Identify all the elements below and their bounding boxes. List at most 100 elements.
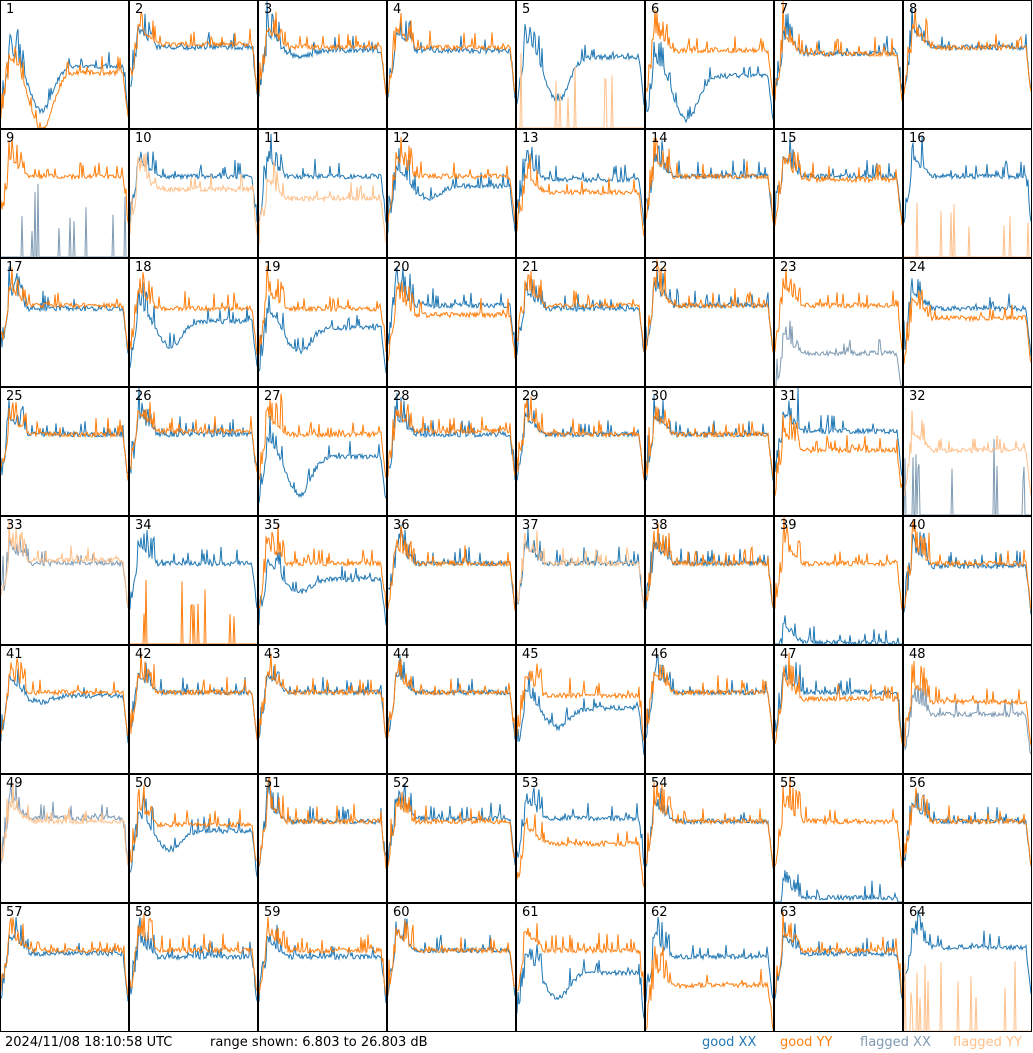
panel-38-label: 38	[651, 518, 668, 533]
panel-3: 3	[258, 0, 387, 129]
panel-30-label: 30	[651, 389, 668, 404]
panel-18-xx-line	[130, 282, 257, 368]
panel-17-plot	[1, 266, 128, 354]
panel-17-label: 17	[6, 260, 23, 275]
panel-46-xx-line	[646, 654, 773, 740]
panel-24-yy-line	[904, 289, 1031, 365]
panel-12: 12	[387, 129, 516, 258]
panel-7-plot	[775, 1, 902, 101]
panel-40-plot	[904, 519, 1031, 615]
panel-54-xx-line	[646, 788, 773, 869]
panel-54-plot	[646, 782, 773, 869]
panel-25-xx-line	[1, 399, 128, 476]
panel-61-plot	[517, 923, 644, 1019]
panel-13-plot	[517, 146, 644, 237]
panel-58: 58	[129, 903, 258, 1032]
panel-29-plot	[517, 396, 644, 481]
panel-34-yy-line	[130, 579, 257, 644]
panel-21-yy-line	[517, 270, 644, 352]
panel-36-plot	[388, 524, 515, 611]
panel-48-xx-line	[904, 682, 1031, 755]
panel-21-plot	[517, 270, 644, 355]
panel-26-plot	[130, 388, 257, 474]
panel-50: 50	[129, 774, 258, 903]
panel-26-yy-line	[130, 401, 257, 473]
panel-39-plot	[775, 517, 902, 644]
panel-59-plot	[259, 916, 386, 1004]
panel-18: 18	[129, 258, 258, 387]
panel-35-plot	[259, 523, 386, 626]
panel-51-yy-line	[259, 776, 386, 869]
panel-32-label: 32	[909, 389, 926, 404]
panel-7: 7	[774, 0, 903, 129]
panel-37-yy-line	[517, 530, 644, 609]
panel-27-label: 27	[264, 389, 281, 404]
panel-36-label: 36	[393, 518, 410, 533]
panel-1: 1	[0, 0, 129, 129]
panel-17-yy-line	[1, 267, 128, 351]
panel-4-xx-line	[388, 20, 515, 99]
panel-41-xx-line	[1, 668, 128, 744]
panel-28-label: 28	[393, 389, 410, 404]
panel-48-yy-line	[904, 661, 1031, 747]
panel-16-xx-line	[904, 135, 1031, 223]
panel-31-plot	[775, 388, 902, 496]
panel-43: 43	[258, 645, 387, 774]
panel-1-plot	[1, 29, 128, 128]
panel-6-xx-line	[646, 41, 773, 124]
panel-27-plot	[259, 393, 386, 503]
panel-10-label: 10	[135, 131, 152, 146]
panel-2-label: 2	[135, 2, 144, 17]
panel-43-xx-line	[259, 665, 386, 739]
panel-19-plot	[259, 265, 386, 374]
panel-61-xx-line	[517, 944, 644, 1019]
legend-good-yy: good YY	[780, 1035, 833, 1050]
panel-33-plot	[1, 519, 128, 608]
panel-12-xx-line	[388, 148, 515, 233]
panel-56: 56	[903, 774, 1032, 903]
panel-28-yy-line	[388, 401, 515, 478]
panel-53-xx-line	[517, 787, 644, 866]
panel-2: 2	[129, 0, 258, 129]
panel-63-xx-line	[775, 922, 902, 999]
panel-31: 31	[774, 387, 903, 516]
panel-25-label: 25	[6, 389, 23, 404]
panel-42-label: 42	[135, 647, 152, 662]
panel-31-yy-line	[775, 413, 902, 496]
panel-18-label: 18	[135, 260, 152, 275]
panel-44-xx-line	[388, 655, 515, 740]
panel-41-label: 41	[6, 647, 23, 662]
panel-13-label: 13	[522, 131, 539, 146]
panel-58-label: 58	[135, 905, 152, 920]
panel-14-xx-line	[646, 140, 773, 220]
panel-34-label: 34	[135, 518, 152, 533]
panel-23-plot	[775, 268, 902, 386]
panel-32: 32	[903, 387, 1032, 516]
panel-20-xx-line	[388, 266, 515, 352]
panel-14-plot	[646, 138, 773, 222]
panel-43-plot	[259, 653, 386, 739]
panel-15: 15	[774, 129, 903, 258]
panel-39-label: 39	[780, 518, 797, 533]
panel-25: 25	[0, 387, 129, 516]
panel-11-yy-line	[259, 160, 386, 246]
panel-27-yy-line	[259, 393, 386, 481]
panel-12-yy-line	[388, 137, 515, 224]
panel-63-yy-line	[775, 911, 902, 996]
panel-57-label: 57	[6, 905, 23, 920]
panel-27-xx-line	[259, 416, 386, 503]
panel-35: 35	[258, 516, 387, 645]
panel-39: 39	[774, 516, 903, 645]
panel-28: 28	[387, 387, 516, 516]
panel-2-xx-line	[130, 13, 257, 95]
panel-46-yy-line	[646, 664, 773, 740]
panel-23-xx-line	[775, 320, 902, 386]
panel-24-xx-line	[904, 278, 1031, 357]
panel-64-plot	[904, 910, 1031, 1031]
panel-28-plot	[388, 393, 515, 481]
panel-15-plot	[775, 138, 902, 227]
panel-60-plot	[388, 918, 515, 996]
panel-35-label: 35	[264, 518, 281, 533]
legend-flagged-xx: flagged XX	[860, 1035, 931, 1050]
